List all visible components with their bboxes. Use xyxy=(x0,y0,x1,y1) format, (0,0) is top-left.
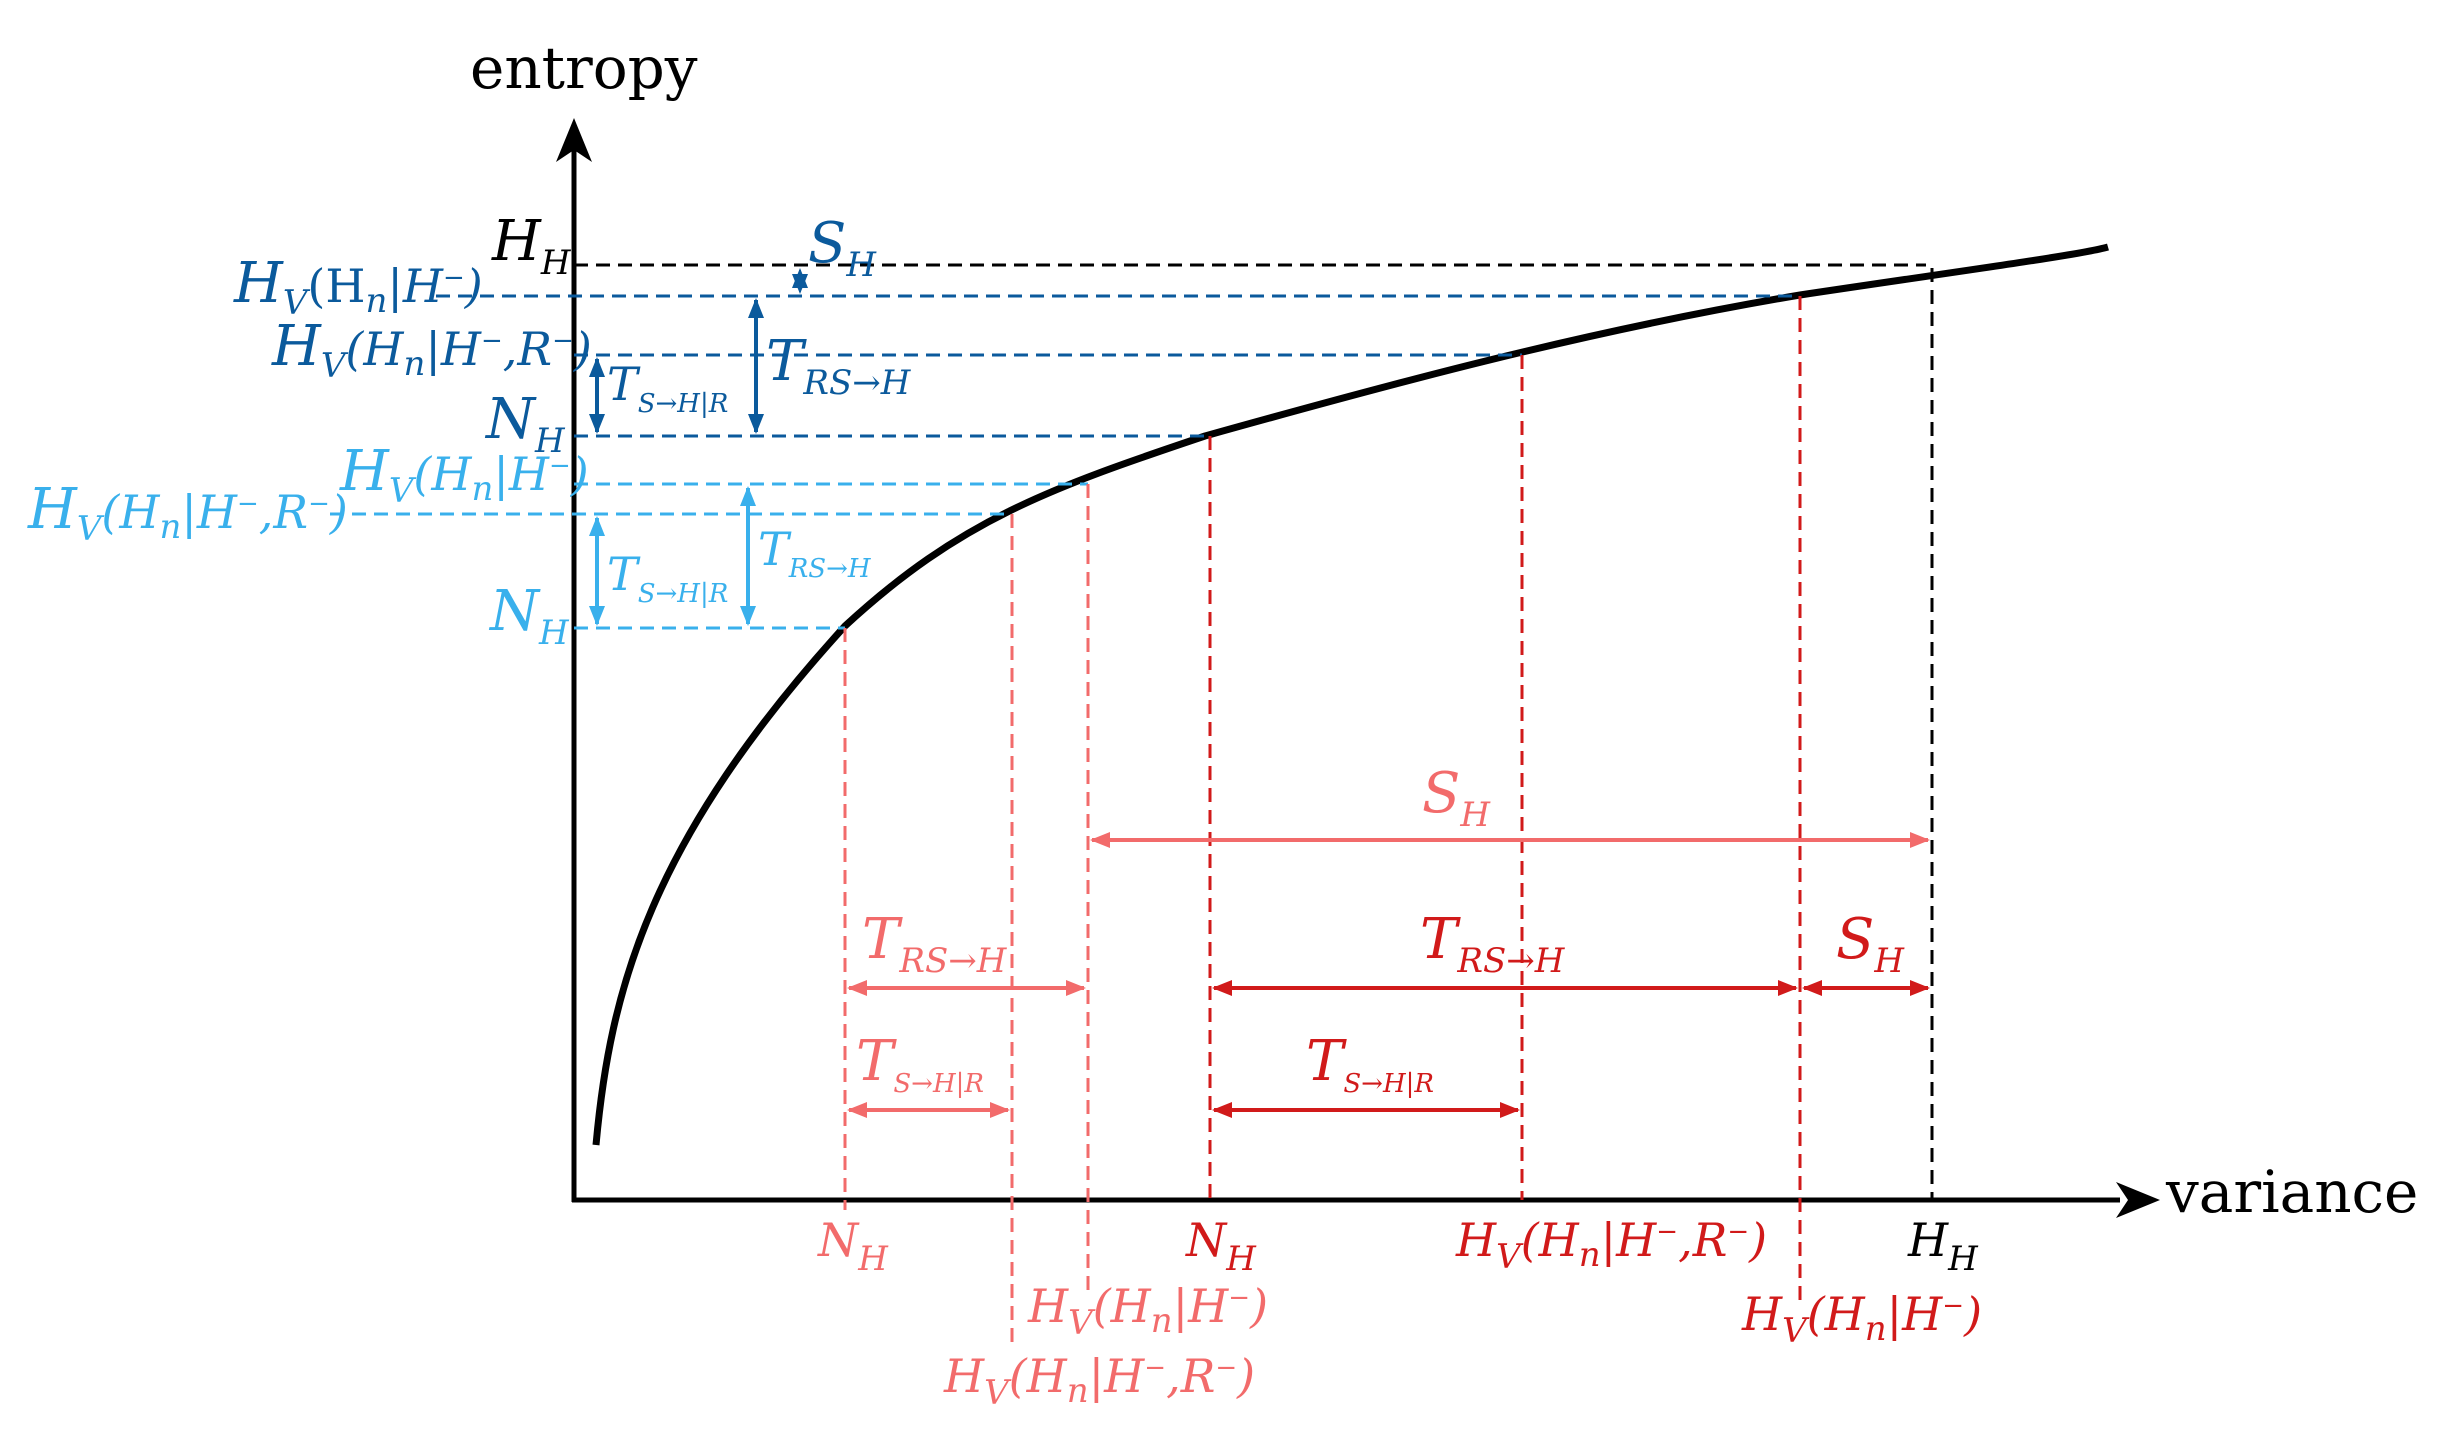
svg-text:SH: SH xyxy=(1836,907,1905,981)
svg-text:TRS→H: TRS→H xyxy=(766,329,912,403)
svg-text:TS→H|R: TS→H|R xyxy=(1306,1029,1434,1099)
light-blue-TS-label: TS→H|R xyxy=(607,547,728,609)
black-HH-y-label: HH xyxy=(491,209,572,283)
x-axis-label: variance xyxy=(2165,1158,2418,1226)
dark-red-TS-label: TS→H|R xyxy=(1306,1029,1434,1099)
light-blue-TRS-label: TRS→H xyxy=(758,522,872,584)
svg-text:SH: SH xyxy=(808,211,877,285)
svg-text:HV(Hn|H−): HV(Hn|H−) xyxy=(339,439,589,511)
dark-blue-TS-label: TS→H|R xyxy=(607,357,728,419)
svg-text:HH: HH xyxy=(1907,1213,1979,1279)
dark-red-SH-label: SH xyxy=(1836,907,1905,981)
dark-blue-HV-given-H-label: HV(Hn|H−) xyxy=(233,251,483,323)
entropy-curve xyxy=(592,243,2109,1146)
light-red-NH-label: NH xyxy=(817,1213,889,1279)
svg-text:HV(Hn|H−,R−): HV(Hn|H−,R−) xyxy=(1455,1213,1767,1277)
svg-text:SH: SH xyxy=(1422,761,1491,835)
svg-text:TRS→H: TRS→H xyxy=(758,522,872,584)
y-axis-arrowhead xyxy=(556,118,592,162)
x-axis-arrowhead xyxy=(2116,1182,2160,1218)
svg-text:TRS→H: TRS→H xyxy=(862,907,1008,981)
light-blue-HV-given-H-R-label: HV(Hn|H−,R−) xyxy=(27,477,348,549)
svg-text:NH: NH xyxy=(488,579,570,653)
dark-red-HV-given-H-R-label: HV(Hn|H−,R−) xyxy=(1455,1213,1767,1277)
dark-red-TRS-label: TRS→H xyxy=(1420,907,1566,981)
light-red-SH-label: SH xyxy=(1422,761,1491,835)
dark-blue-reference-lines xyxy=(436,294,1798,438)
dark-blue-SH-label: SH xyxy=(808,211,877,285)
svg-text:HV(Hn|H−): HV(Hn|H−) xyxy=(233,251,483,323)
light-red-HV-given-H-R-label: HV(Hn|H−,R−) xyxy=(943,1349,1255,1413)
dark-red-HV-given-H-label: HV(Hn|H−) xyxy=(1741,1287,1982,1351)
svg-text:NH: NH xyxy=(484,387,566,461)
svg-text:NH: NH xyxy=(1185,1213,1257,1279)
svg-text:NH: NH xyxy=(817,1213,889,1279)
dark-red-reference-lines xyxy=(1208,296,1802,1300)
light-blue-HV-given-H-label: HV(Hn|H−) xyxy=(339,439,589,511)
svg-text:TS→H|R: TS→H|R xyxy=(607,357,728,419)
svg-text:TS→H|R: TS→H|R xyxy=(607,547,728,609)
light-blue-reference-lines xyxy=(330,482,1088,630)
svg-text:HV(Hn|H−): HV(Hn|H−) xyxy=(1027,1279,1268,1343)
dark-blue-NH-label: NH xyxy=(484,387,566,461)
svg-text:HV(Hn|H−,R−): HV(Hn|H−,R−) xyxy=(943,1349,1255,1413)
svg-text:HV(Hn|H−,R−): HV(Hn|H−,R−) xyxy=(27,477,348,549)
svg-text:HH: HH xyxy=(491,209,572,283)
black-HH-x-label: HH xyxy=(1907,1213,1979,1279)
svg-text:HV(Hn|H−): HV(Hn|H−) xyxy=(1741,1287,1982,1351)
dark-blue-TRS-label: TRS→H xyxy=(766,329,912,403)
light-blue-NH-label: NH xyxy=(488,579,570,653)
light-red-TRS-label: TRS→H xyxy=(862,907,1008,981)
dark-blue-HV-given-H-R-label: HV(Hn|H−,R−) xyxy=(271,314,592,386)
light-red-reference-lines xyxy=(843,484,1090,1350)
light-red-TS-label: TS→H|R xyxy=(856,1029,984,1099)
svg-text:HV(Hn|H−,R−): HV(Hn|H−,R−) xyxy=(271,314,592,386)
dark-red-NH-label: NH xyxy=(1185,1213,1257,1279)
svg-text:TRS→H: TRS→H xyxy=(1420,907,1566,981)
svg-text:TS→H|R: TS→H|R xyxy=(856,1029,984,1099)
y-axis-label: entropy xyxy=(470,34,698,102)
light-red-HV-given-H-label: HV(Hn|H−) xyxy=(1027,1279,1268,1343)
black-reference-lines xyxy=(574,263,1934,1200)
